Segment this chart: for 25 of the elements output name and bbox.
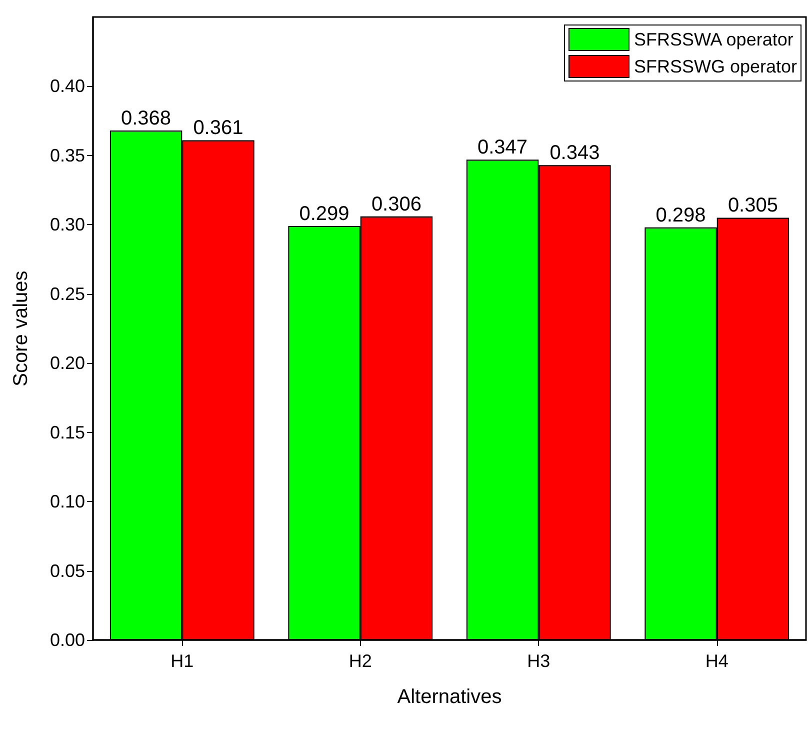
y-tick-label: 0.25 [50, 284, 85, 304]
data-label: 0.305 [728, 194, 778, 217]
data-label: 0.368 [121, 108, 172, 130]
x-tick-label: H4 [705, 651, 728, 671]
x-tick-label: H2 [348, 651, 372, 671]
y-tick-label: 0.30 [50, 214, 85, 235]
legend-label: SFRSSWA operator [634, 30, 794, 50]
y-tick-label: 0.20 [50, 353, 85, 374]
y-tick-label: 0.35 [50, 145, 85, 166]
x-axis-title: Alternatives [397, 686, 502, 708]
data-label: 0.347 [478, 136, 528, 159]
y-axis-title: Score values [10, 270, 32, 386]
y-tick-label: 0.05 [50, 560, 85, 581]
legend-label: SFRSSWG operator [634, 56, 798, 76]
data-label: 0.299 [299, 203, 350, 226]
y-tick-label: 0.40 [50, 76, 85, 96]
y-tick-label: 0.10 [50, 492, 85, 512]
y-tick-label: 0.00 [50, 630, 85, 650]
data-label: 0.361 [193, 117, 244, 140]
data-label: 0.298 [656, 204, 706, 226]
data-label: 0.343 [550, 142, 600, 164]
data-label: 0.306 [371, 193, 422, 216]
y-tick-label: 0.15 [50, 422, 85, 442]
x-tick-label: H3 [527, 651, 550, 671]
x-tick-label: H1 [170, 651, 194, 671]
